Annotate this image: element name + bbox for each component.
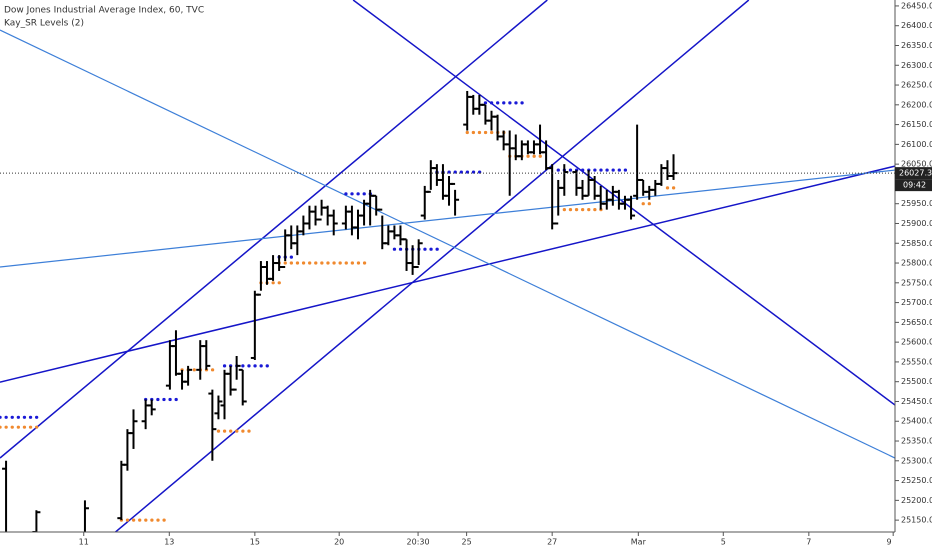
y-tick-label: 25300.0	[901, 456, 932, 465]
y-tick-label: 26050.0	[901, 160, 932, 169]
y-tick-label: 26300.0	[901, 61, 932, 70]
y-tick-label: 25400.0	[901, 417, 932, 426]
y-tick-label: 25750.0	[901, 278, 932, 287]
x-tick-label: 13	[164, 538, 174, 547]
x-tick-label: 15	[250, 538, 260, 547]
trend-line	[0, 165, 895, 383]
chart-title: Dow Jones Industrial Average Index, 60, …	[4, 6, 204, 16]
y-tick-label: 25700.0	[901, 298, 932, 307]
y-tick-label: 26250.0	[901, 81, 932, 90]
x-tick-label: 11	[79, 538, 89, 547]
y-tick-label: 25450.0	[901, 397, 932, 406]
y-tick-label: 25650.0	[901, 318, 932, 327]
indicator-name: Kay_SR Levels (2)	[4, 19, 84, 29]
axes: 25150.0 25200.0 25250.0 25300.0 25350.0 25400…	[79, 1, 932, 547]
y-tick-label: 25150.0	[901, 516, 932, 525]
countdown-label: 09:42	[903, 181, 926, 190]
y-tick-label: 25200.0	[901, 496, 932, 505]
y-tick-label: 25800.0	[901, 259, 932, 268]
trend-line	[0, 169, 895, 268]
y-tick-label: 25600.0	[901, 338, 932, 347]
x-tick-label: Mar	[631, 538, 647, 547]
y-tick-label: 26450.0	[901, 1, 932, 10]
y-tick-label: 25850.0	[901, 239, 932, 248]
x-tick-label: 25	[462, 538, 472, 547]
y-tick-label: 26350.0	[901, 41, 932, 50]
y-tick-label: 25900.0	[901, 219, 932, 228]
countdown-box	[895, 179, 932, 192]
y-tick-label: 25250.0	[901, 476, 932, 485]
y-tick-label: 26200.0	[901, 100, 932, 109]
y-tick-label: 26400.0	[901, 21, 932, 30]
y-tick-label: 26150.0	[901, 120, 932, 129]
x-tick-label: 20:30	[407, 538, 430, 547]
x-tick-label: 7	[806, 538, 811, 547]
y-tick-label: 25350.0	[901, 437, 932, 446]
x-tick-label: 5	[721, 538, 726, 547]
x-tick-label: 27	[547, 538, 557, 547]
trend-line	[0, 29, 895, 459]
last-price-label: 26027.3	[899, 169, 932, 178]
y-tick-label: 25550.0	[901, 357, 932, 366]
y-tick-label: 26100.0	[901, 140, 932, 149]
last-price-box	[895, 167, 932, 180]
x-tick-label: 9	[886, 538, 891, 547]
plot-area	[0, 0, 895, 532]
y-tick-label: 25950.0	[901, 199, 932, 208]
y-tick-label: 25500.0	[901, 377, 932, 386]
x-tick-label: 20	[334, 538, 344, 547]
